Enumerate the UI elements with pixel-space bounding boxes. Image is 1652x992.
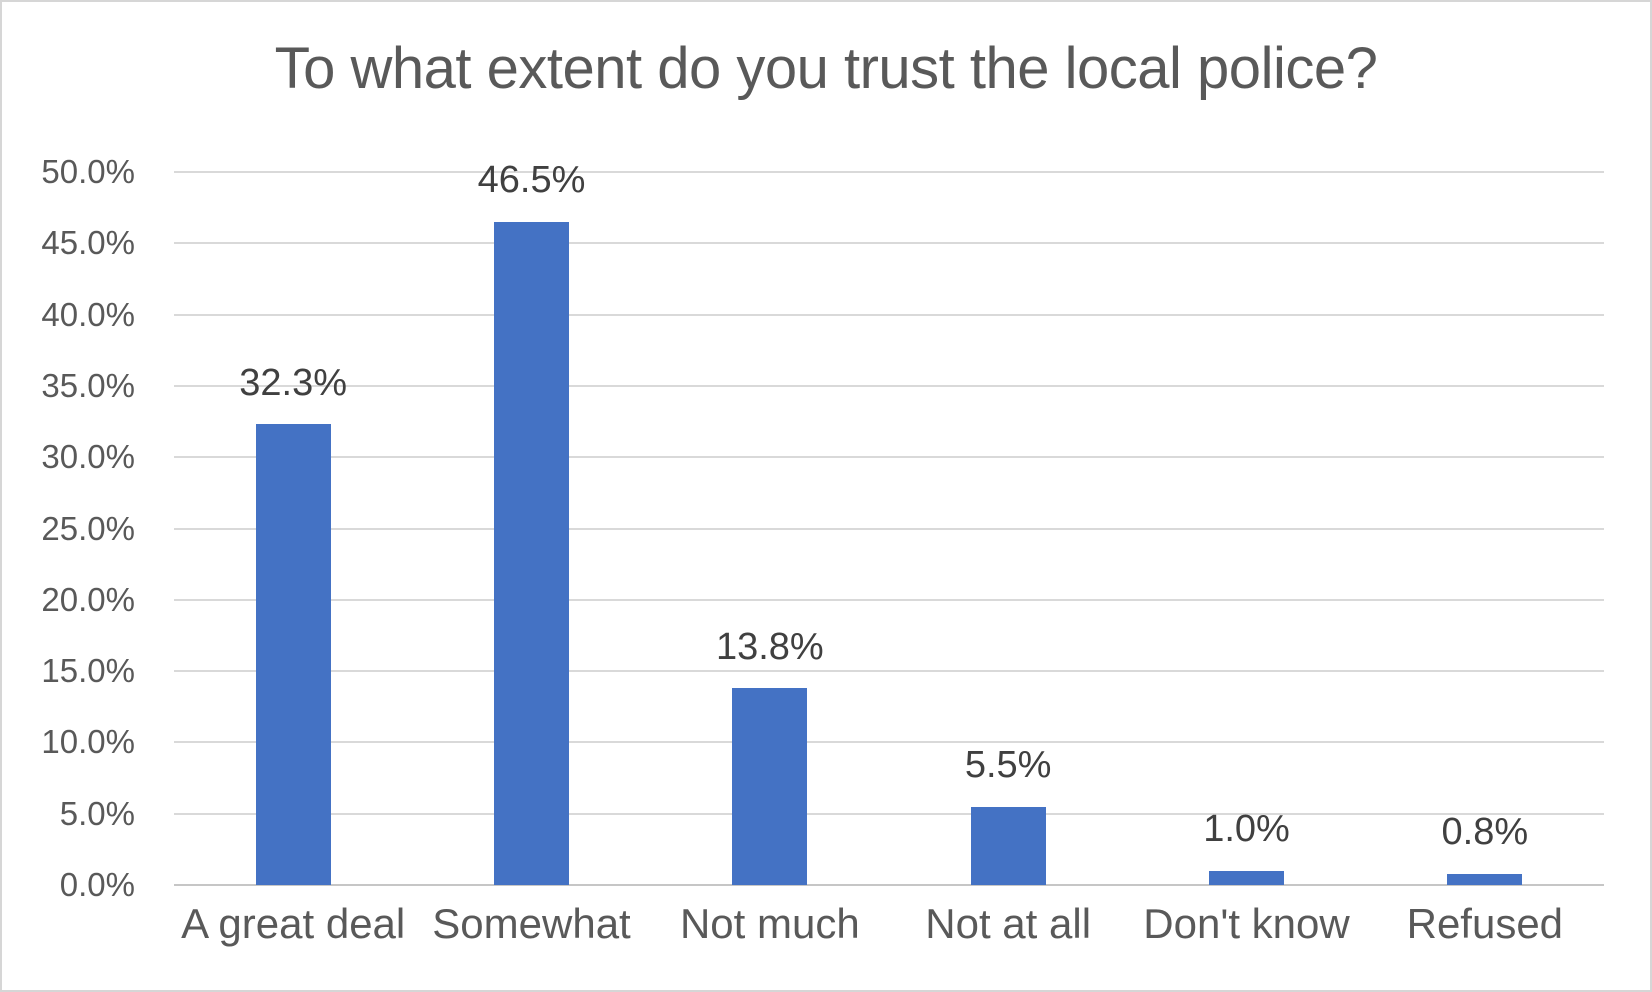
gridline: [174, 670, 1604, 673]
bar: [970, 806, 1046, 885]
bar: [732, 688, 808, 885]
gridline: [174, 598, 1604, 601]
x-axis-category-label: Don't know: [1143, 900, 1350, 947]
y-axis-tick-label: 20.0%: [41, 580, 135, 618]
bar-value-label: 13.8%: [715, 625, 824, 668]
bar: [1447, 873, 1523, 885]
x-axis-category-label: Not at all: [925, 900, 1092, 947]
y-axis-tick-label: 35.0%: [41, 366, 135, 404]
y-axis-tick-label: 25.0%: [41, 509, 135, 547]
bar-value-label: 32.3%: [239, 361, 348, 404]
bar-value-label: 5.5%: [964, 743, 1052, 786]
bar: [255, 424, 331, 885]
x-axis-category-label: Somewhat: [432, 900, 631, 947]
y-axis-tick-label: 50.0%: [41, 153, 135, 190]
chart-title: To what extent do you trust the local po…: [274, 36, 1378, 101]
bar-value-label: 46.5%: [477, 159, 586, 202]
bar-value-label: 1.0%: [1203, 808, 1290, 851]
bar: [1209, 870, 1284, 885]
gridline: [174, 527, 1604, 530]
x-axis-category-label: A great deal: [181, 900, 406, 947]
y-axis-tick-label: 10.0%: [41, 723, 135, 761]
y-axis-tick-label: 45.0%: [41, 224, 135, 262]
y-axis-tick-label: 40.0%: [41, 295, 135, 333]
y-axis-tick-label: 5.0%: [59, 794, 135, 832]
gridline: [174, 171, 1604, 173]
y-axis-tick-label: 15.0%: [41, 652, 135, 690]
gridline: [174, 812, 1604, 815]
gridline: [174, 313, 1604, 316]
y-axis-tick-label: 0.0%: [59, 866, 135, 903]
gridline: [174, 384, 1604, 387]
y-axis-tick-label: 30.0%: [41, 438, 135, 476]
bar-value-label: 0.8%: [1441, 811, 1529, 853]
plot-area: 0.0% 5.0% 10.0% 15.0% 20.0% 25.0% 30.0% 35.0% 40…: [41, 155, 1604, 947]
x-axis-category-label: Not much: [679, 900, 860, 947]
gridline: [174, 242, 1604, 245]
bar: [494, 221, 569, 885]
x-axis-category-label: Refused: [1406, 900, 1564, 947]
gridline: [174, 456, 1604, 459]
gridline: [174, 741, 1604, 744]
x-axis-line: [174, 884, 1604, 886]
